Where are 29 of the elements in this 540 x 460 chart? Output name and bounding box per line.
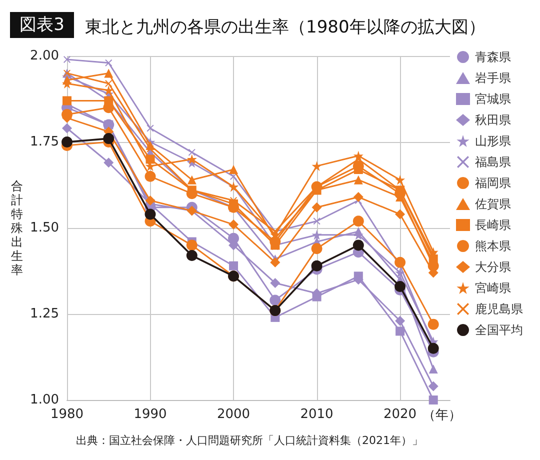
- chart-title: 東北と九州の各県の出生率（1980年以降の拡大図）: [85, 18, 486, 38]
- legend-label: 山形県: [475, 134, 511, 148]
- source-note: 出典：国立社会保障・人口問題研究所「人口統計資料集（2021年）」: [76, 434, 423, 447]
- legend-label: 熊本県: [475, 239, 511, 253]
- x-tick-label: 1990: [134, 407, 167, 422]
- y-tick-label: 1.25: [30, 306, 59, 322]
- y-tick-label: 1.75: [30, 134, 59, 150]
- x-tick-label: 2000: [216, 407, 250, 422]
- y-tick-label: 1.50: [30, 220, 59, 236]
- legend-label: 岩手県: [475, 71, 511, 85]
- x-tick-label: 2020: [383, 407, 417, 422]
- legend-label: 青森県: [475, 50, 511, 64]
- legend-label: 福岡県: [475, 176, 511, 190]
- text: 図表3: [20, 15, 64, 35]
- x-tick-label: 2010: [300, 407, 334, 422]
- x-axis-title: （年）: [422, 408, 462, 423]
- legend-label: 宮城県: [475, 92, 511, 106]
- legend-label: 福島県: [475, 155, 511, 169]
- legend-label: 全国平均: [475, 323, 523, 337]
- legend-label: 佐賀県: [475, 197, 511, 211]
- legend-label: 大分県: [475, 260, 511, 274]
- y-axis-title: 合計特殊出生率: [11, 179, 23, 277]
- y-tick-label: 2.00: [30, 48, 59, 64]
- x-tick-label: 1980: [50, 407, 84, 422]
- legend-label: 鹿児島県: [475, 302, 523, 316]
- legend-label: 長崎県: [475, 218, 511, 232]
- legend-label: 宮崎県: [475, 281, 511, 295]
- legend-label: 秋田県: [475, 113, 511, 127]
- y-tick-label: 1.00: [30, 392, 59, 408]
